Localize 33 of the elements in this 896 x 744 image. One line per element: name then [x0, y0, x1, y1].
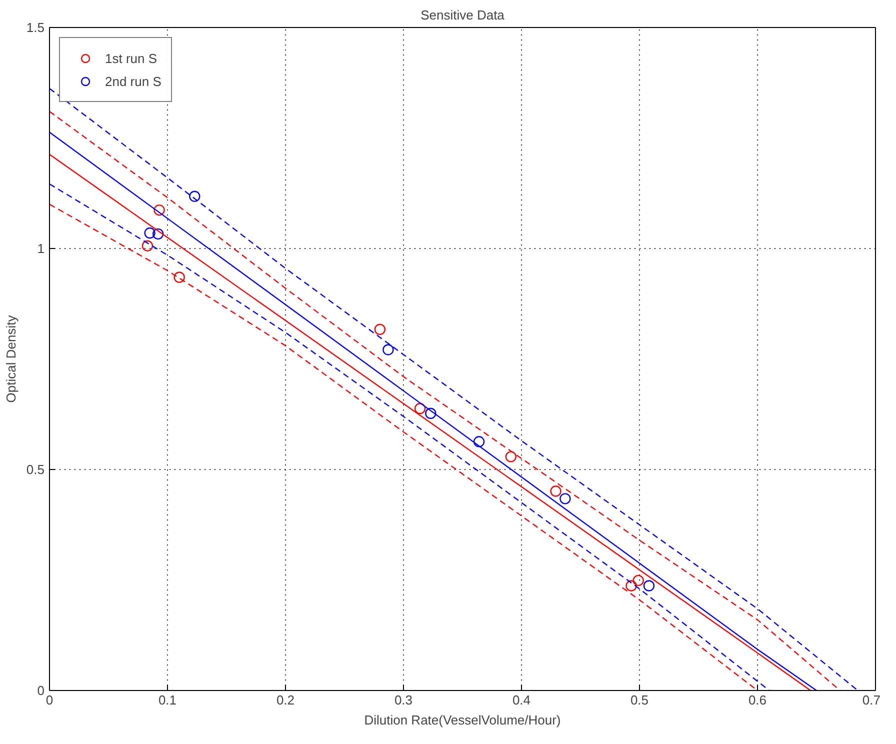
point	[626, 580, 637, 592]
y-tick-label: 1.5	[26, 20, 45, 35]
point	[632, 574, 644, 586]
y-tick-label: 0.5	[26, 462, 45, 477]
point	[425, 408, 436, 419]
point	[473, 436, 485, 448]
y-axis-title: Optical Density	[3, 314, 18, 403]
point	[560, 493, 571, 504]
point	[374, 324, 386, 335]
y-tick-label: 0	[37, 683, 45, 698]
point	[189, 190, 200, 202]
x-tick-label: 0.2	[276, 692, 295, 708]
point	[174, 272, 185, 283]
x-tick-label: 0.5	[630, 692, 649, 708]
y-tick-label: 1	[37, 241, 45, 256]
legend-label: 1st run S	[105, 50, 158, 66]
point	[643, 580, 655, 592]
point	[154, 204, 165, 216]
point	[142, 240, 154, 252]
point	[505, 451, 516, 462]
x-tick-label: 0.3	[394, 692, 413, 708]
point	[382, 344, 394, 356]
x-axis-title: Dilution Rate(VesselVolume/Hour)	[364, 712, 561, 728]
x-tick-label: 0.7	[862, 692, 881, 708]
x-tick-label: 0.6	[748, 692, 767, 708]
point	[152, 228, 164, 240]
point	[550, 486, 562, 497]
x-tick-label: 0.1	[158, 692, 177, 708]
point	[144, 227, 156, 239]
x-tick-label: 0.4	[512, 692, 531, 708]
chart-title: Sensitive Data	[420, 8, 506, 22]
legend-label: 2nd run S	[105, 74, 162, 88]
point	[414, 402, 426, 414]
